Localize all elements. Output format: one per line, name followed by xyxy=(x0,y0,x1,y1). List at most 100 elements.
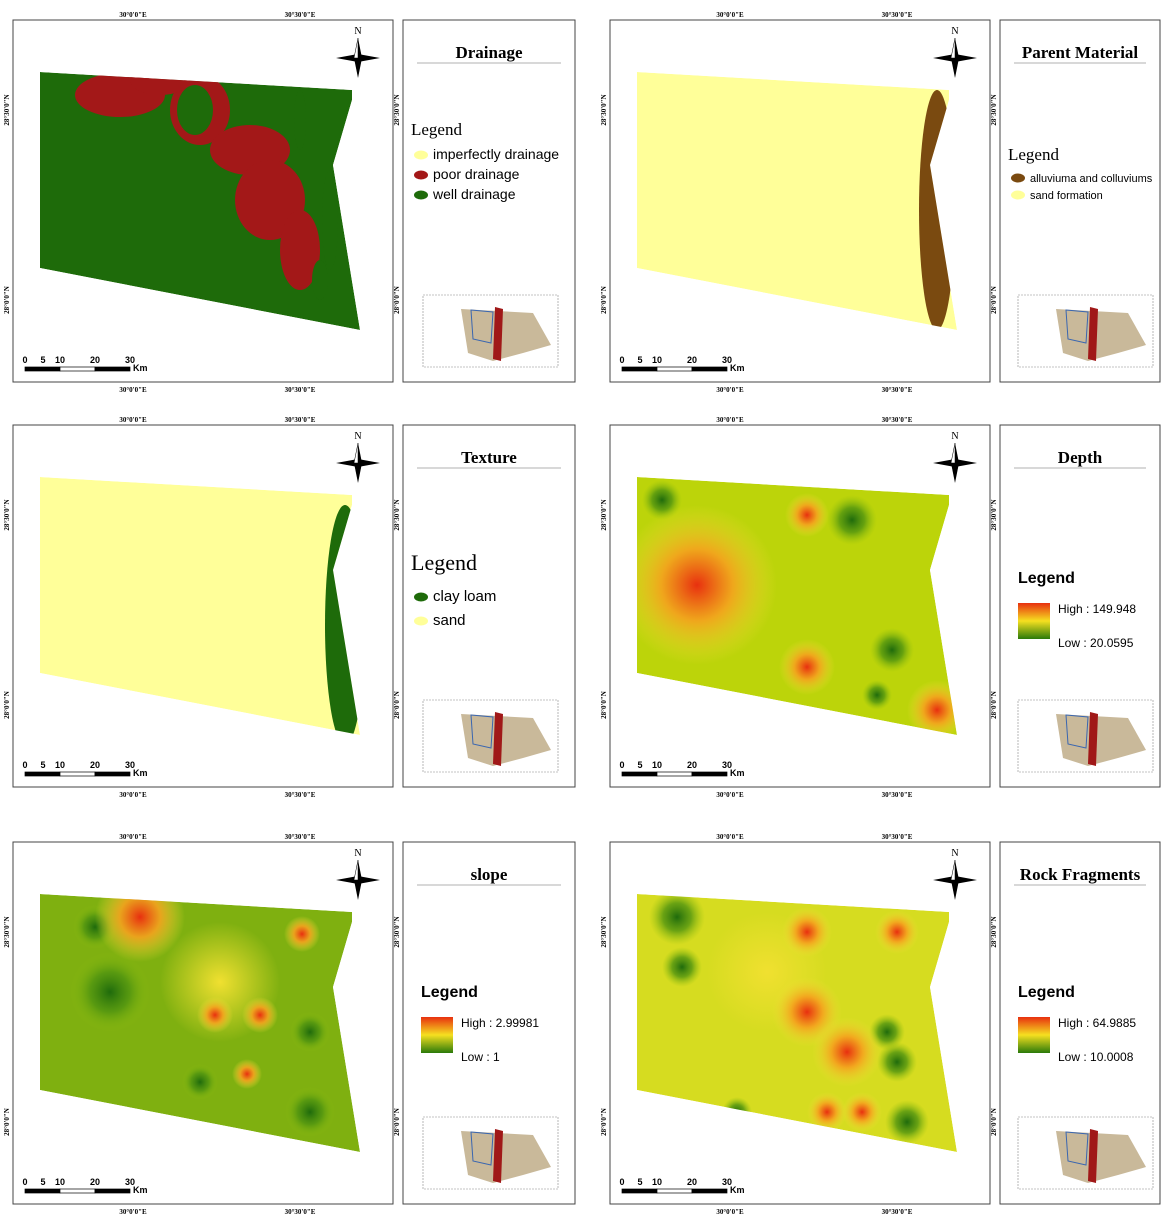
class-patch xyxy=(919,90,955,330)
high-spot xyxy=(232,1059,262,1089)
north-arrow: N xyxy=(336,431,380,483)
legend-low: Low : 10.0008 xyxy=(1058,1050,1134,1064)
longitude-label: 30°30'0"E xyxy=(285,1208,316,1216)
scale-label: 20 xyxy=(687,760,697,770)
scale-segment xyxy=(95,772,130,776)
north-label: N xyxy=(354,431,361,442)
scale-label: 5 xyxy=(637,760,642,770)
map-area xyxy=(617,477,967,740)
class-patch xyxy=(312,260,328,300)
low-spot xyxy=(70,952,150,1032)
longitude-label: 30°0'0"E xyxy=(716,1208,744,1216)
scale-unit: Km xyxy=(730,1185,745,1195)
longitude-label: 30°0'0"E xyxy=(716,833,744,841)
latitude-label: 28°30'0"N xyxy=(600,94,608,125)
legend-label: sand formation xyxy=(1030,190,1103,202)
high-spot xyxy=(907,680,967,740)
scale-label: 20 xyxy=(687,1177,697,1187)
legend-title: Legend xyxy=(1008,145,1059,164)
longitude-label: 30°30'0"E xyxy=(285,833,316,841)
latitude-label: 28°30'0"N xyxy=(393,94,401,125)
legend-label: well drainage xyxy=(432,186,516,202)
scale-segment xyxy=(692,1189,727,1193)
latitude-label: 28°0'0"N xyxy=(990,691,998,719)
scale-label: 20 xyxy=(90,355,100,365)
map-panel: 30°0'0"E30°0'0"E30°30'0"E30°30'0"E28°30'… xyxy=(600,833,1160,1216)
inset-map xyxy=(423,1117,558,1189)
scale-label: 10 xyxy=(652,1177,662,1187)
scale-label: 5 xyxy=(40,1177,45,1187)
map-area xyxy=(637,889,957,1152)
high-spot xyxy=(807,1092,847,1132)
scale-segment xyxy=(657,367,692,371)
high-spot xyxy=(785,493,829,537)
legend-swatch xyxy=(414,617,428,626)
latitude-label: 28°30'0"N xyxy=(393,916,401,947)
scale-label: 0 xyxy=(22,760,27,770)
map-panel: 30°0'0"E30°0'0"E30°30'0"E30°30'0"E28°30'… xyxy=(3,11,575,394)
scale-label: 10 xyxy=(55,760,65,770)
scale-segment xyxy=(95,1189,130,1193)
map-panel: 30°0'0"E30°0'0"E30°30'0"E30°30'0"E28°30'… xyxy=(600,11,1160,394)
north-arrow: N xyxy=(336,26,380,78)
legend-high: High : 2.99981 xyxy=(461,1016,539,1030)
legend-swatch xyxy=(414,593,428,602)
low-spot xyxy=(285,1087,335,1137)
figure: 30°0'0"E 30°0'0"E 30°30'0"E 30°30'0"E 28°30'… xyxy=(0,0,1161,1218)
north-arrow: N xyxy=(336,848,380,900)
scale-label: 5 xyxy=(637,355,642,365)
scale-label: 0 xyxy=(22,1177,27,1187)
latitude-label: 28°30'0"N xyxy=(990,94,998,125)
latitude-label: 28°30'0"N xyxy=(600,916,608,947)
scale-label: 0 xyxy=(22,355,27,365)
low-spot xyxy=(662,947,702,987)
low-spot xyxy=(885,1100,929,1144)
legend-ramp xyxy=(1018,1017,1050,1053)
latitude-label: 28°30'0"N xyxy=(393,499,401,530)
latitude-label: 28°0'0"N xyxy=(3,286,11,314)
latitude-label: 28°30'0"N xyxy=(990,499,998,530)
longitude-label: 30°30'0"E xyxy=(285,416,316,424)
scale-label: 0 xyxy=(619,355,624,365)
longitude-label: 30°30'0"E xyxy=(285,791,316,799)
scale-segment xyxy=(622,367,657,371)
low-spot xyxy=(827,495,877,545)
longitude-label: 30°30'0"E xyxy=(882,1208,913,1216)
map-area xyxy=(40,872,360,1152)
scale-segment xyxy=(25,1189,60,1193)
arrow-half xyxy=(951,860,955,880)
legend-title: Legend xyxy=(411,550,477,575)
map-area xyxy=(40,477,365,745)
low-spot xyxy=(182,1064,218,1100)
longitude-label: 30°0'0"E xyxy=(716,791,744,799)
latitude-label: 28°30'0"N xyxy=(3,916,11,947)
scale-label: 5 xyxy=(40,760,45,770)
high-spot xyxy=(779,639,835,695)
class-patch xyxy=(294,90,306,150)
legend-high: High : 64.9885 xyxy=(1058,1016,1136,1030)
low-spot xyxy=(877,1042,917,1082)
legend-ramp xyxy=(1018,603,1050,639)
legend-label: imperfectly drainage xyxy=(433,146,559,162)
scale-segment xyxy=(622,1189,657,1193)
inset-map xyxy=(423,295,558,367)
scale-segment xyxy=(692,772,727,776)
legend-title: Legend xyxy=(1018,570,1075,587)
scale-segment xyxy=(622,772,657,776)
scale-label: 0 xyxy=(619,760,624,770)
north-label: N xyxy=(951,848,958,859)
scale-label: 10 xyxy=(652,760,662,770)
high-spot xyxy=(875,910,919,954)
class-area xyxy=(637,72,957,330)
class-patch xyxy=(325,505,365,745)
longitude-label: 30°30'0"E xyxy=(882,386,913,394)
scale-segment xyxy=(25,772,60,776)
scale-label: 0 xyxy=(619,1177,624,1187)
legend-high: High : 149.948 xyxy=(1058,602,1136,616)
latitude-label: 28°0'0"N xyxy=(3,691,11,719)
panel-title: Rock Fragments xyxy=(1020,865,1141,884)
scale-label: 20 xyxy=(90,760,100,770)
high-spot xyxy=(95,872,185,962)
panel-title: slope xyxy=(471,865,508,884)
latitude-label: 28°0'0"N xyxy=(990,1108,998,1136)
